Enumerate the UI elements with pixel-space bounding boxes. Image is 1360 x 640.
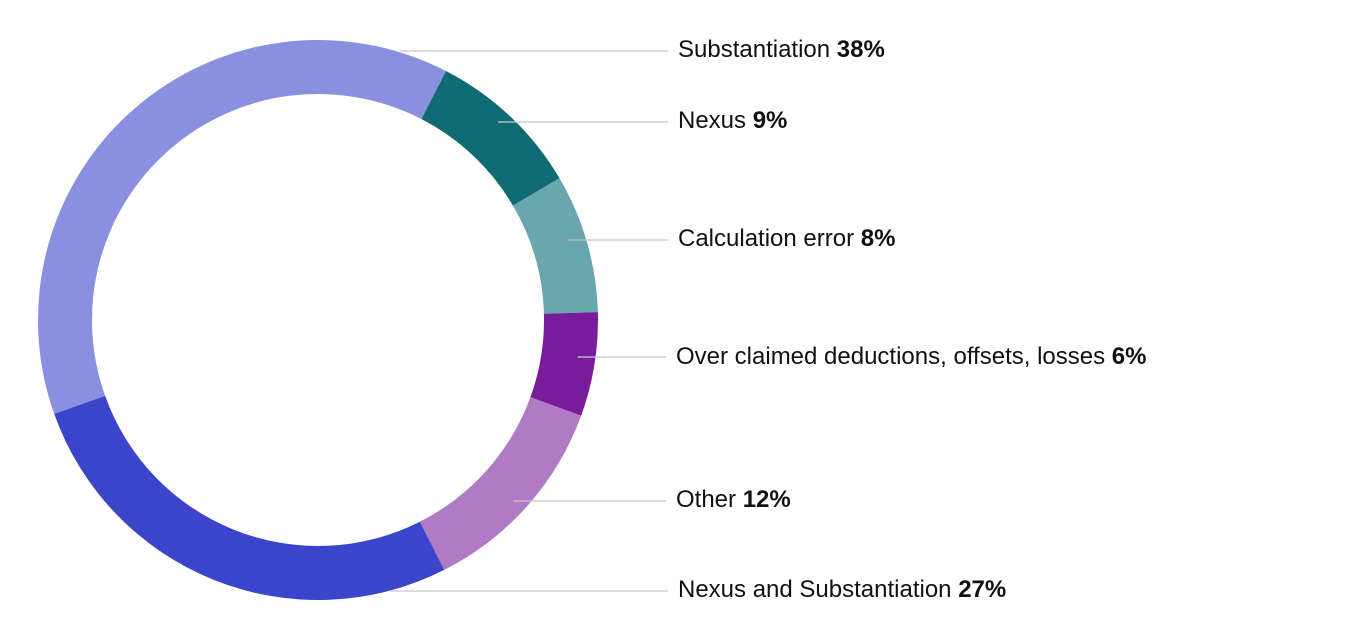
slice-other (419, 397, 582, 570)
leader-lines (390, 50, 668, 592)
slice-label-value: 9% (753, 107, 788, 134)
slice-label-calculation-error: Calculation error 8% (678, 225, 895, 252)
donut-slices (37, 39, 598, 600)
slice-label-nexus-and-substantiation: Nexus and Substantiation 27% (678, 576, 1006, 603)
slice-label-name: Nexus and Substantiation (678, 576, 958, 603)
slice-label-value: 6% (1112, 343, 1147, 370)
slice-label-value: 38% (837, 36, 885, 63)
slice-nexus (421, 70, 560, 206)
slice-label-over-claimed-deductions-offsets-losses: Over claimed deductions, offsets, losses… (676, 343, 1146, 370)
slice-calculation-error (512, 178, 598, 314)
slice-labels: Nexus 9% Calculation error 8% Over claimed… (676, 36, 1146, 603)
slice-label-value: 27% (958, 576, 1006, 603)
slice-label-name: Calculation error (678, 225, 861, 252)
slice-label-name: Over claimed deductions, offsets, losses (676, 343, 1112, 370)
slice-label-nexus: Nexus 9% (678, 107, 787, 134)
slice-label-name: Nexus (678, 107, 753, 134)
slice-label-name: Substantiation (678, 36, 837, 63)
slice-nexus-and-substantiation (54, 395, 445, 600)
slice-substantiation (37, 39, 446, 414)
slice-label-substantiation: Substantiation 38% (678, 36, 885, 63)
slice-label-name: Other (676, 486, 743, 513)
slice-over-claimed-deductions-offsets-losses (530, 312, 598, 416)
slice-label-value: 12% (743, 486, 791, 513)
slice-label-other: Other 12% (676, 486, 791, 513)
slice-label-value: 8% (861, 225, 896, 252)
